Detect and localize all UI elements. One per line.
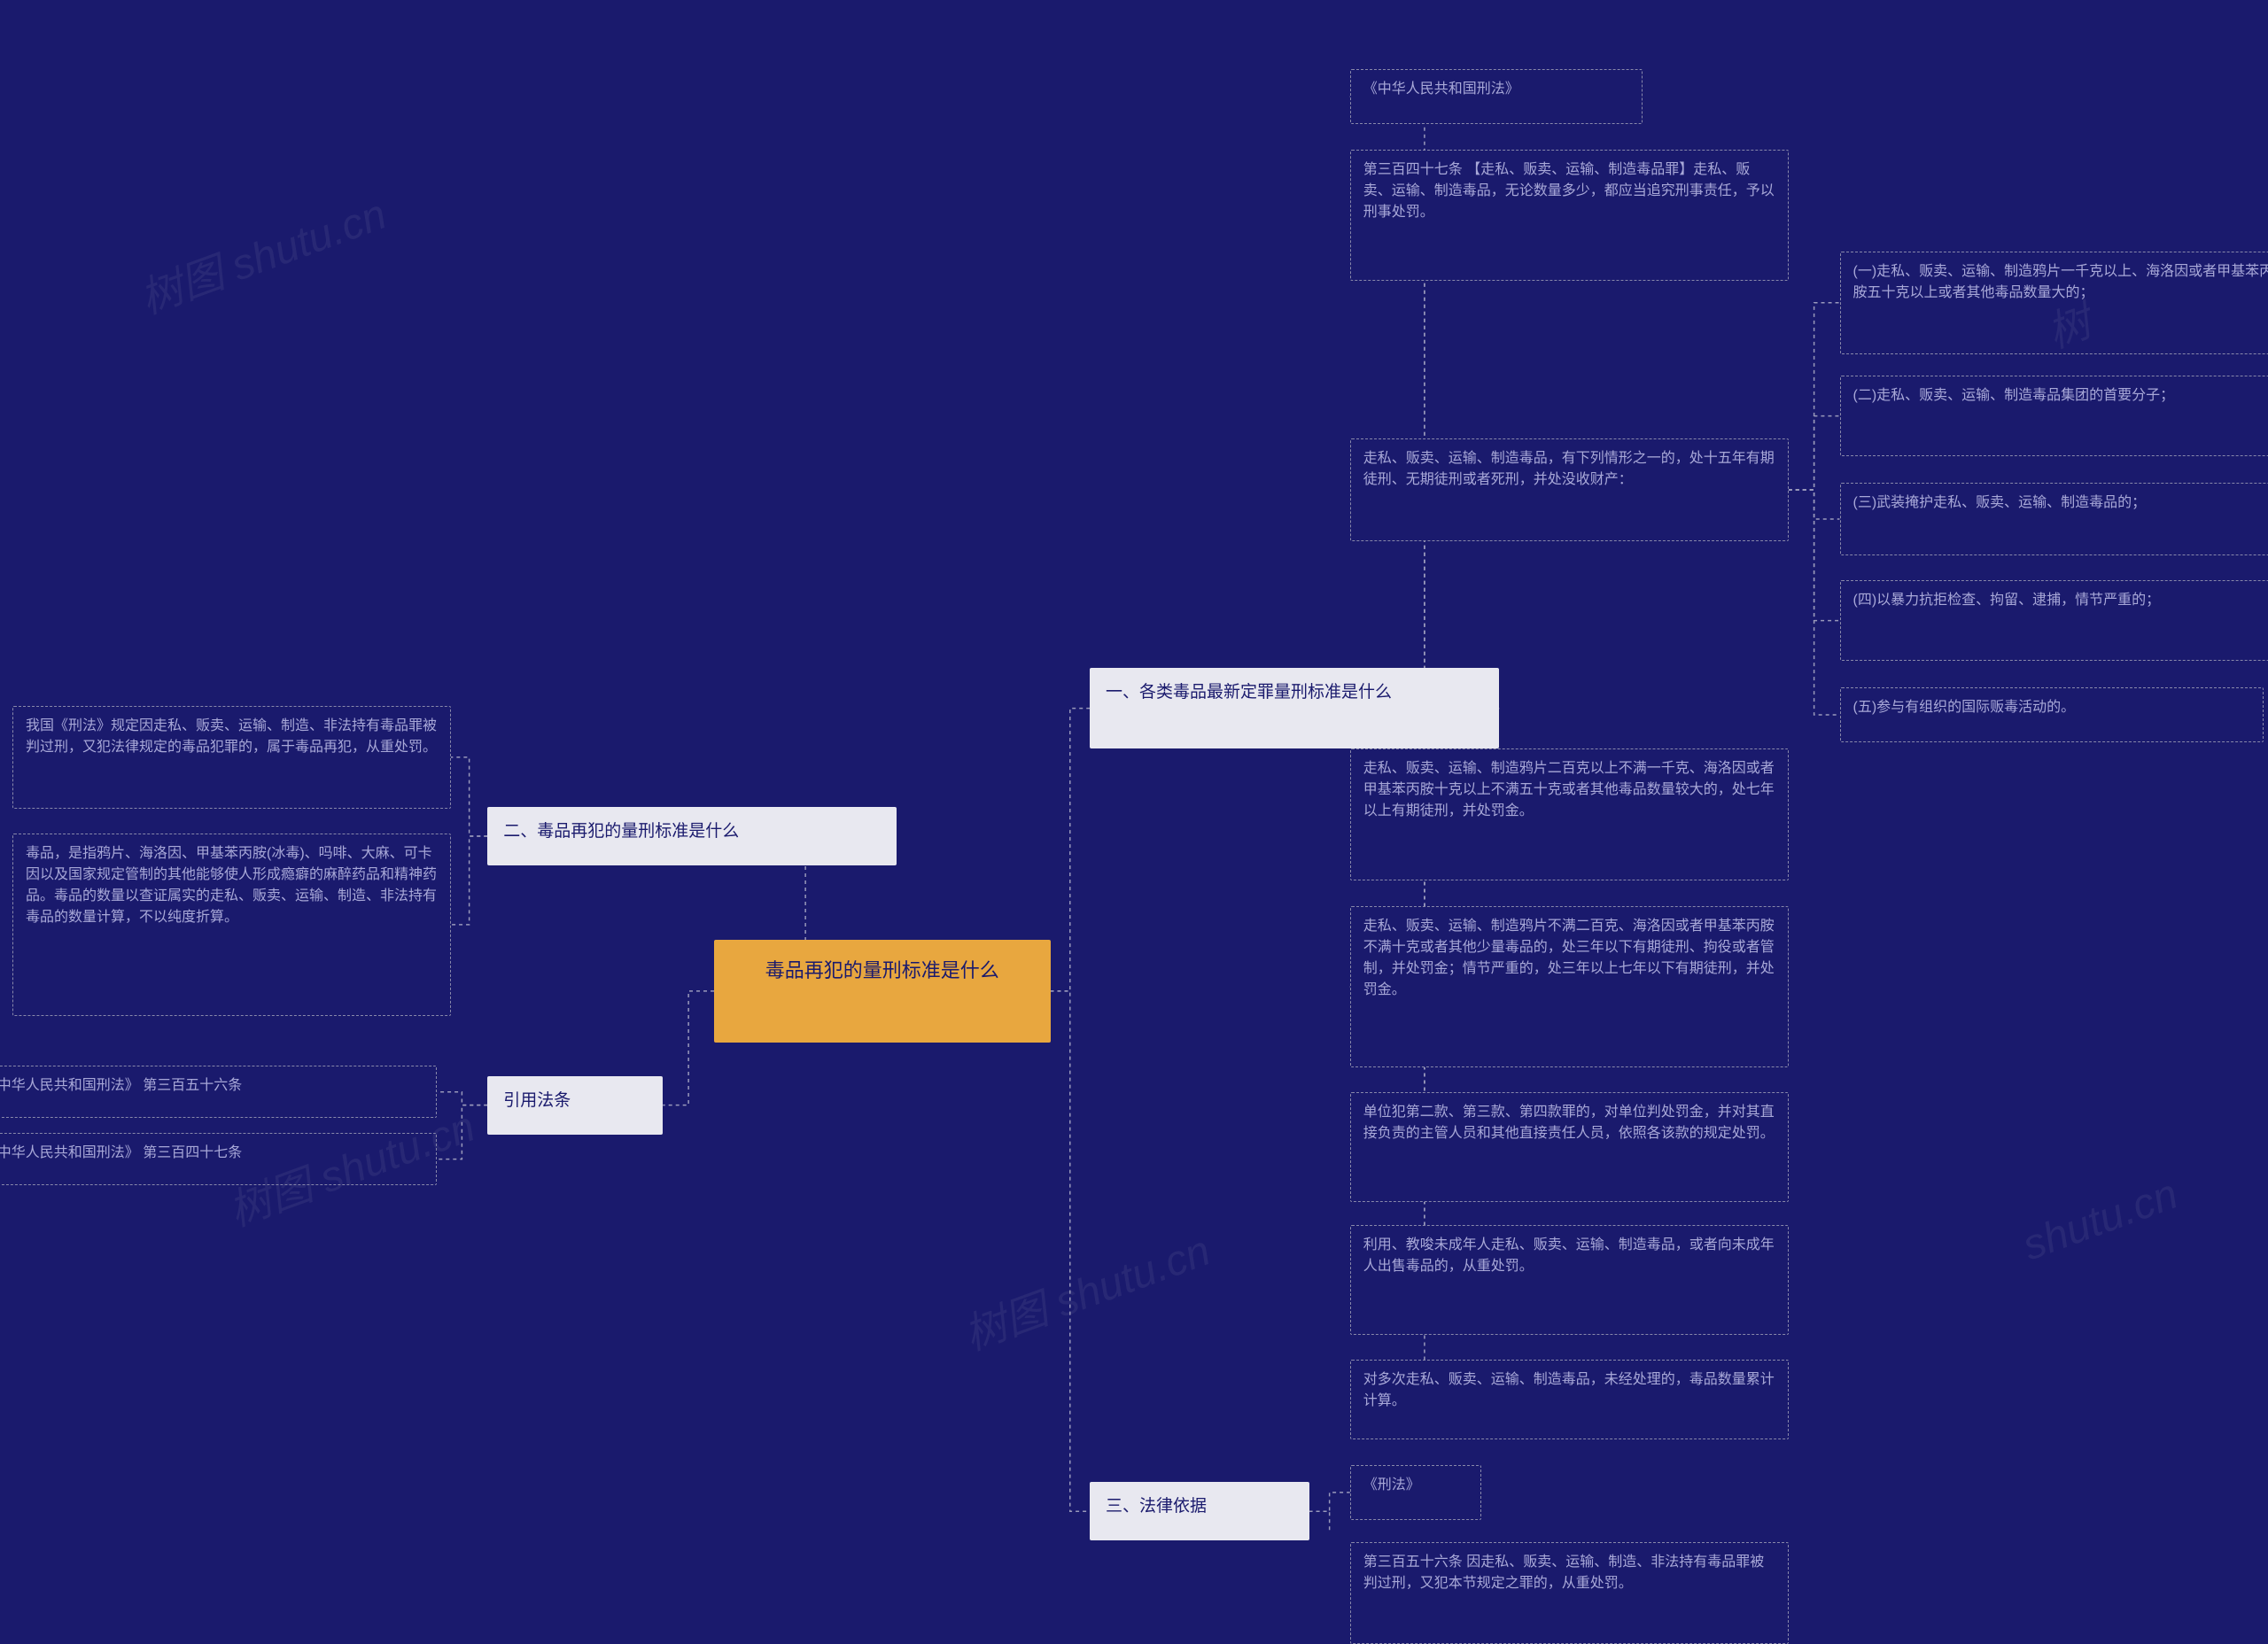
branch-b3-label: 三、法律依据	[1106, 1497, 1207, 1516]
watermark-3: shutu.cn	[2016, 1170, 2184, 1271]
leaf-9: 第三百五十六条 因走私、贩卖、运输、制造、非法持有毒品罪被判过刑，又犯本节规定之…	[1350, 1542, 1789, 1644]
leaf-2-child-3: (四)以暴力抗拒检查、拘留、逮捕，情节严重的；	[1840, 580, 2268, 661]
leaf-2-label: 走私、贩卖、运输、制造毒品，有下列情形之一的，处十五年有期徒刑、无期徒刑或者死刑…	[1363, 451, 1775, 487]
leaf-12-label: [1]《中华人民共和国刑法》 第三百五十六条	[0, 1078, 242, 1093]
leaf-7-label: 对多次走私、贩卖、运输、制造毒品，未经处理的，毒品数量累计计算。	[1363, 1372, 1775, 1408]
leaf-10: 我国《刑法》规定因走私、贩卖、运输、制造、非法持有毒品罪被判过刑，又犯法律规定的…	[12, 706, 451, 809]
branch-b3: 三、法律依据	[1090, 1482, 1309, 1540]
leaf-9-label: 第三百五十六条 因走私、贩卖、运输、制造、非法持有毒品罪被判过刑，又犯本节规定之…	[1363, 1555, 1764, 1591]
branch-b4-label: 引用法条	[503, 1091, 571, 1110]
leaf-11: 毒品，是指鸦片、海洛因、甲基苯丙胺(冰毒)、吗啡、大麻、可卡因以及国家规定管制的…	[12, 834, 451, 1016]
leaf-2-child-0-label: (一)走私、贩卖、运输、制造鸦片一千克以上、海洛因或者甲基苯丙胺五十克以上或者其…	[1853, 264, 2268, 300]
leaf-2-child-0: (一)走私、贩卖、运输、制造鸦片一千克以上、海洛因或者甲基苯丙胺五十克以上或者其…	[1840, 252, 2268, 354]
leaf-12: [1]《中华人民共和国刑法》 第三百五十六条	[0, 1066, 437, 1118]
leaf-6: 利用、教唆未成年人走私、贩卖、运输、制造毒品，或者向未成年人出售毒品的，从重处罚…	[1350, 1225, 1789, 1335]
leaf-2-child-1-label: (二)走私、贩卖、运输、制造毒品集团的首要分子；	[1853, 388, 2175, 403]
leaf-2-child-2-label: (三)武装掩护走私、贩卖、运输、制造毒品的；	[1853, 495, 2147, 510]
branch-b1: 一、各类毒品最新定罪量刑标准是什么	[1090, 668, 1499, 748]
leaf-0: 《中华人民共和国刑法》	[1350, 69, 1643, 125]
leaf-4-label: 走私、贩卖、运输、制造鸦片不满二百克、海洛因或者甲基苯丙胺不满十克或者其他少量毒…	[1363, 919, 1775, 997]
leaf-2-child-1: (二)走私、贩卖、运输、制造毒品集团的首要分子；	[1840, 376, 2268, 456]
watermark-0: 树图 shutu.cn	[130, 179, 393, 325]
leaf-5-label: 单位犯第二款、第三款、第四款罪的，对单位判处罚金，并对其直接负责的主管人员和其他…	[1363, 1105, 1775, 1141]
leaf-3-label: 走私、贩卖、运输、制造鸦片二百克以上不满一千克、海洛因或者甲基苯丙胺十克以上不满…	[1363, 761, 1775, 818]
leaf-13: [2]《中华人民共和国刑法》 第三百四十七条	[0, 1133, 437, 1185]
root-node-label: 毒品再犯的量刑标准是什么	[765, 959, 999, 981]
leaf-2-child-3-label: (四)以暴力抗拒检查、拘留、逮捕，情节严重的；	[1853, 593, 2161, 608]
leaf-0-label: 《中华人民共和国刑法》	[1363, 81, 1519, 97]
leaf-8: 《刑法》	[1350, 1465, 1482, 1521]
leaf-10-label: 我国《刑法》规定因走私、贩卖、运输、制造、非法持有毒品罪被判过刑，又犯法律规定的…	[26, 718, 437, 755]
watermark-2: 树图 shutu.cn	[954, 1215, 1217, 1361]
branch-b4: 引用法条	[487, 1076, 663, 1135]
branch-b2: 二、毒品再犯的量刑标准是什么	[487, 807, 897, 865]
leaf-5: 单位犯第二款、第三款、第四款罪的，对单位判处罚金，并对其直接负责的主管人员和其他…	[1350, 1092, 1789, 1202]
leaf-2-child-4: (五)参与有组织的国际贩毒活动的。	[1840, 687, 2264, 743]
leaf-1: 第三百四十七条 【走私、贩卖、运输、制造毒品罪】走私、贩卖、运输、制造毒品，无论…	[1350, 150, 1789, 282]
leaf-2-child-2: (三)武装掩护走私、贩卖、运输、制造毒品的；	[1840, 483, 2268, 556]
leaf-2-child-4-label: (五)参与有组织的国际贩毒活动的。	[1853, 700, 2076, 715]
leaf-8-label: 《刑法》	[1363, 1477, 1420, 1493]
leaf-13-label: [2]《中华人民共和国刑法》 第三百四十七条	[0, 1145, 242, 1160]
leaf-7: 对多次走私、贩卖、运输、制造毒品，未经处理的，毒品数量累计计算。	[1350, 1360, 1789, 1440]
leaf-3: 走私、贩卖、运输、制造鸦片二百克以上不满一千克、海洛因或者甲基苯丙胺十克以上不满…	[1350, 748, 1789, 880]
branch-b2-label: 二、毒品再犯的量刑标准是什么	[503, 822, 739, 841]
leaf-1-label: 第三百四十七条 【走私、贩卖、运输、制造毒品罪】走私、贩卖、运输、制造毒品，无论…	[1363, 162, 1775, 220]
leaf-6-label: 利用、教唆未成年人走私、贩卖、运输、制造毒品，或者向未成年人出售毒品的，从重处罚…	[1363, 1237, 1775, 1274]
root-node: 毒品再犯的量刑标准是什么	[714, 940, 1051, 1043]
leaf-11-label: 毒品，是指鸦片、海洛因、甲基苯丙胺(冰毒)、吗啡、大麻、可卡因以及国家规定管制的…	[26, 846, 437, 925]
leaf-4: 走私、贩卖、运输、制造鸦片不满二百克、海洛因或者甲基苯丙胺不满十克或者其他少量毒…	[1350, 906, 1789, 1067]
leaf-2: 走私、贩卖、运输、制造毒品，有下列情形之一的，处十五年有期徒刑、无期徒刑或者死刑…	[1350, 438, 1789, 541]
branch-b1-label: 一、各类毒品最新定罪量刑标准是什么	[1106, 683, 1392, 702]
